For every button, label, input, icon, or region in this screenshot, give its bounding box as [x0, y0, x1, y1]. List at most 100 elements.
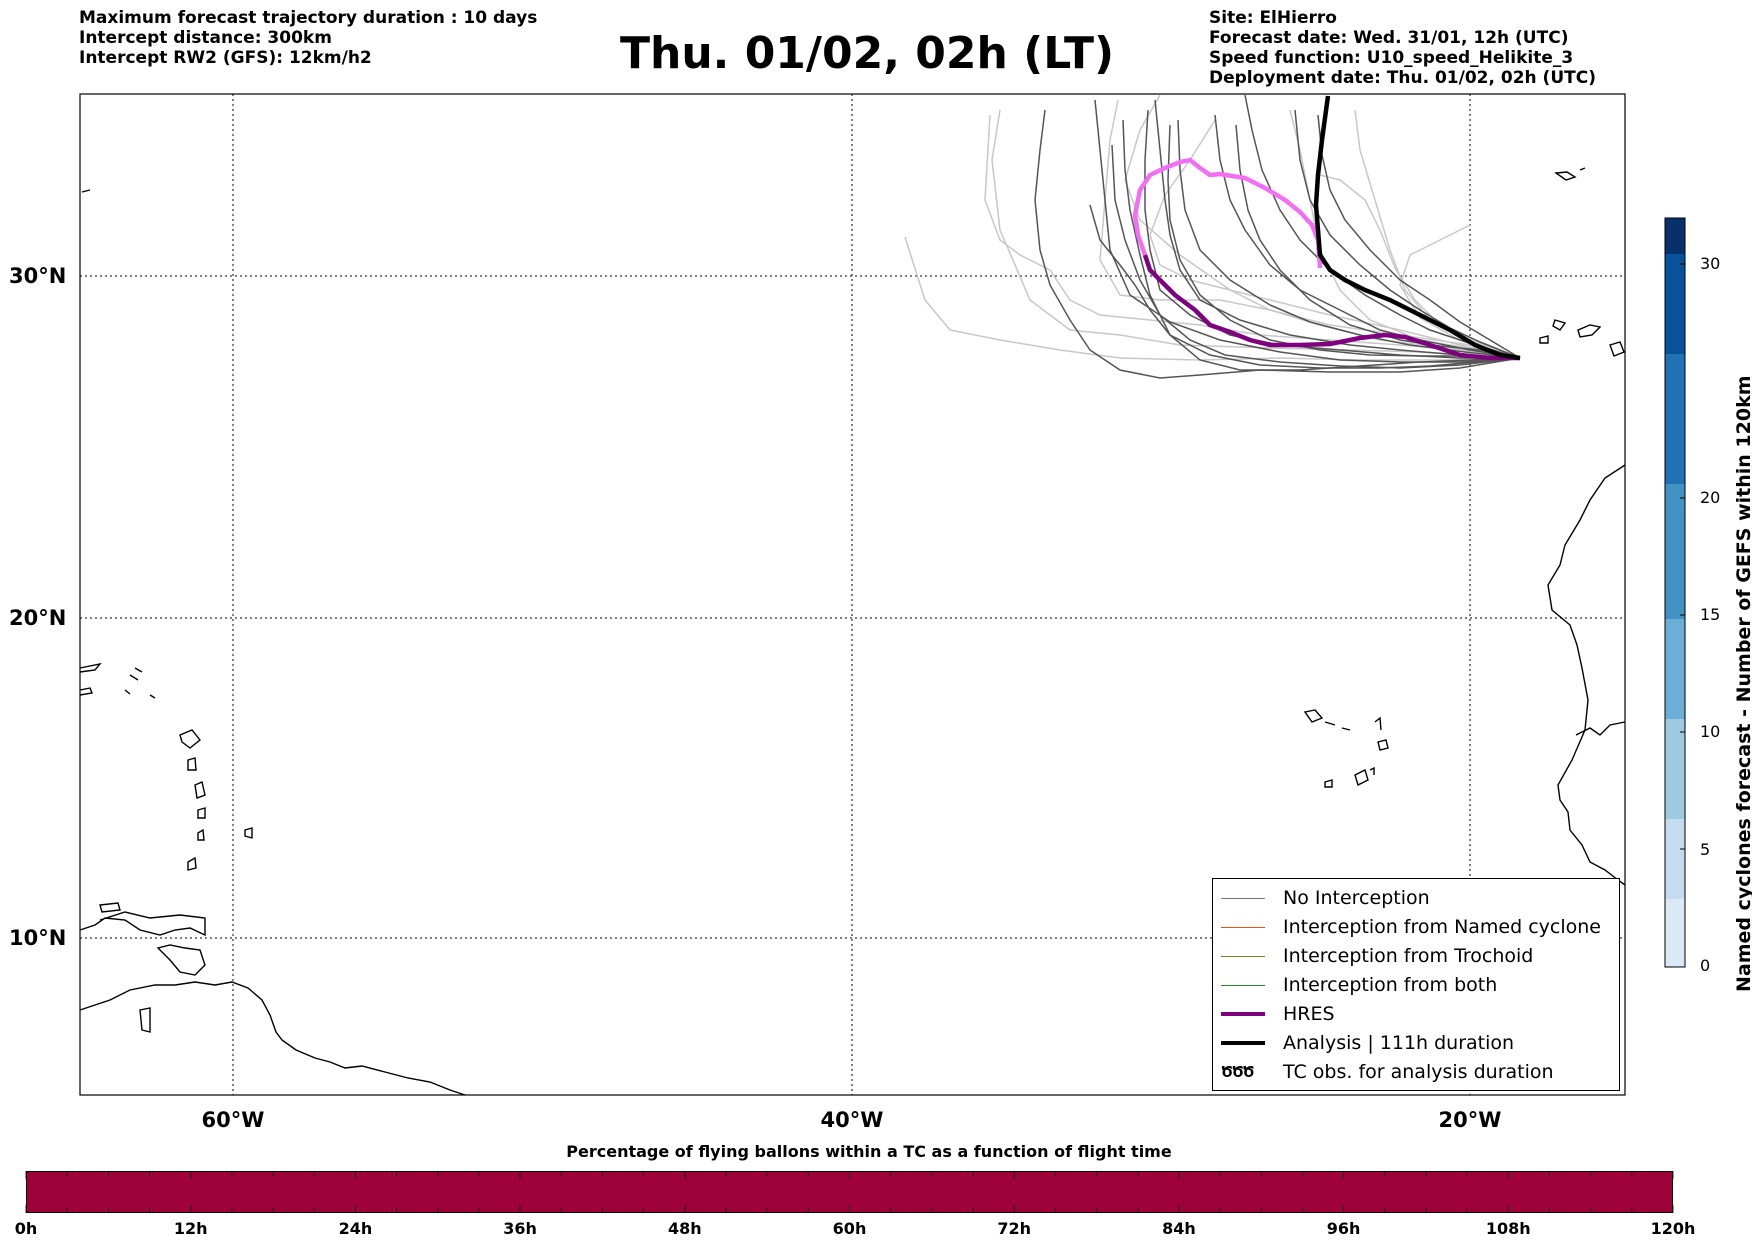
colorbar-label: Named cyclones forecast - Number of GEFS… — [1733, 375, 1752, 992]
colorbar-tick: 30 — [1700, 254, 1721, 273]
island-st-lucia — [197, 807, 206, 819]
time-tick: 120h — [1650, 1219, 1696, 1238]
colorbar-tick: 20 — [1700, 488, 1721, 507]
time-tick: 84h — [1162, 1219, 1196, 1238]
lat-label-10n: 10°N — [9, 926, 67, 950]
graticule — [80, 94, 1625, 1095]
trajectory-dark — [1177, 119, 1521, 359]
time-tick: 24h — [338, 1219, 373, 1238]
island-guadeloupe — [179, 729, 201, 749]
legend-swatch — [1221, 897, 1265, 899]
time-tick: 96h — [1326, 1219, 1361, 1238]
island-st-vincent — [197, 828, 205, 841]
island-hispaniola-tip — [79, 687, 93, 696]
legend-item-tc-obs: ԾԾԾ TC obs. for analysis duration — [1221, 1059, 1554, 1085]
legend-label: No Interception — [1283, 887, 1430, 909]
header-right: Site: ElHierro Forecast date: Wed. 31/01… — [1209, 8, 1596, 88]
legend-item-no-interception: No Interception — [1221, 885, 1430, 911]
legend-label: Interception from Named cyclone — [1283, 916, 1601, 938]
island-gran-canaria — [1609, 341, 1625, 357]
legend-label: Interception from Trochoid — [1283, 945, 1534, 967]
percentage-bar-title: Percentage of flying ballons within a TC… — [566, 1142, 1172, 1161]
coast-guyana — [139, 1007, 151, 1033]
no-interception-trajectories — [1034, 94, 1521, 379]
legend-item-trochoid: Interception from Trochoid — [1221, 943, 1533, 969]
trajectory-dark — [1235, 124, 1521, 359]
trajectory-dark — [1122, 119, 1521, 371]
island-fogo — [1324, 779, 1333, 788]
legend-label: HRES — [1283, 1003, 1335, 1025]
legend-swatch — [1221, 1012, 1265, 1016]
legend-swatch — [1221, 955, 1265, 957]
colorbar-tick: 10 — [1700, 722, 1721, 741]
map-legend: No Interception Interception from Named … — [1212, 878, 1620, 1091]
island-boa-vista — [1377, 739, 1389, 751]
lon-label-40w: 40°W — [820, 1108, 884, 1132]
trajectory-light — [984, 114, 1521, 359]
trajectory-light — [991, 109, 1521, 359]
legend-item-both: Interception from both — [1221, 972, 1497, 998]
island-grenada — [187, 856, 197, 871]
island-dominica — [187, 757, 197, 771]
island-santiago — [1354, 769, 1369, 786]
coast-west-africa — [1547, 464, 1626, 886]
coast-venezuela — [79, 911, 206, 937]
coast-senegal — [1575, 721, 1626, 736]
lon-label-60w: 60°W — [201, 1108, 265, 1132]
lat-label-20n: 20°N — [9, 606, 67, 630]
analysis-trajectory — [1313, 95, 1521, 361]
header-info-line: Forecast date: Wed. 31/01, 12h (UTC) — [1209, 28, 1569, 48]
island-martinique — [194, 781, 206, 799]
trajectory-dark — [1317, 114, 1521, 359]
legend-item-named-cyclone: Interception from Named cyclone — [1221, 914, 1601, 940]
island-el-hierro — [1539, 335, 1549, 344]
header-info-line: Site: ElHierro — [1209, 8, 1337, 28]
colorbar-tick: 15 — [1700, 605, 1721, 624]
header-info-line: Intercept distance: 300km — [79, 28, 332, 48]
time-tick: 12h — [173, 1219, 208, 1238]
island-puerto-rico — [79, 662, 102, 673]
tc-symbol-icon: ԾԾԾ — [1221, 1063, 1254, 1081]
colorbar-tick: 5 — [1700, 840, 1711, 859]
legend-label: Analysis | 111h duration — [1283, 1032, 1515, 1054]
island-tenerife — [1577, 324, 1602, 338]
island-azores — [81, 167, 1586, 193]
trajectory-dark — [1034, 109, 1521, 379]
island-maio — [1369, 766, 1375, 775]
trajectory-light — [1289, 109, 1521, 359]
legend-swatch — [1221, 984, 1265, 986]
header-info-line: Deployment date: Thu. 01/02, 02h (UTC) — [1209, 68, 1596, 88]
legend-label: TC obs. for analysis duration — [1283, 1061, 1554, 1083]
island-barbados — [244, 827, 253, 839]
colorbar-tick: 0 — [1700, 956, 1711, 975]
header-info-line: Intercept RW2 (GFS): 12km/h2 — [79, 48, 372, 68]
time-tick: 108h — [1485, 1219, 1531, 1238]
time-tick: 72h — [997, 1219, 1032, 1238]
coastlines — [79, 167, 1626, 1096]
island-sal — [1374, 716, 1382, 731]
hres-trajectory — [1142, 254, 1520, 361]
legend-item-hres: HRES — [1221, 1001, 1335, 1027]
hres-trajectory-early — [1132, 157, 1323, 269]
time-tick: 48h — [667, 1219, 702, 1238]
lon-label-20w: 20°W — [1438, 1108, 1502, 1132]
time-tick: 0h — [14, 1219, 38, 1238]
island-sao-vicente — [1324, 721, 1351, 731]
legend-swatch — [1221, 926, 1265, 928]
island-curacao — [99, 902, 121, 913]
time-tick: 36h — [503, 1219, 537, 1238]
header-info-line: Maximum forecast trajectory duration : 1… — [79, 8, 538, 28]
legend-item-analysis: Analysis | 111h duration — [1221, 1030, 1514, 1056]
legend-label: Interception from both — [1283, 974, 1498, 996]
percentage-bar — [26, 1171, 1673, 1213]
island-madeira — [1554, 171, 1577, 181]
island-santo-antao — [1303, 709, 1324, 723]
lat-label-30n: 30°N — [9, 264, 67, 288]
trajectory-light — [904, 236, 1521, 361]
time-tick: 60h — [832, 1219, 867, 1238]
trajectory-dark — [1154, 99, 1521, 359]
island-trinidad — [156, 944, 206, 976]
island-la-palma — [1552, 319, 1567, 331]
coast-south-america — [79, 981, 466, 1096]
trajectory-dark — [1294, 109, 1521, 359]
